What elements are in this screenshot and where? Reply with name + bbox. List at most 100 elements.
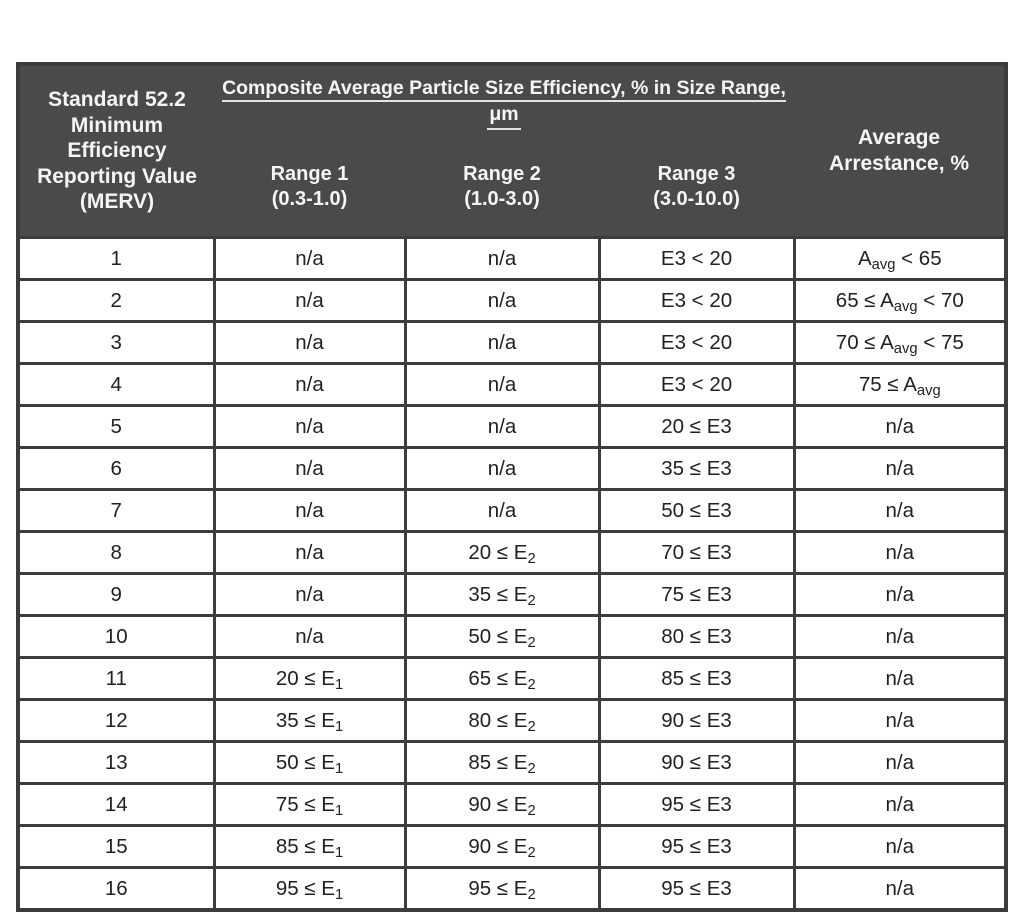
cell-range3: E3 < 20 <box>597 236 796 281</box>
cell-range1: 75 ≤ E1 <box>212 782 407 827</box>
cell-range3: 70 ≤ E3 <box>597 530 796 575</box>
cell-range2: n/a <box>403 320 601 365</box>
cell-range1: n/a <box>212 236 407 281</box>
cell-arrestance: n/a <box>792 572 1008 617</box>
cell-arrestance: n/a <box>792 656 1008 701</box>
table-body: 1 n/a n/a E3 < 20 Aavg < 65 2 n/a n/a E3 < 20 65 … <box>16 236 1008 912</box>
cell-range1: 95 ≤ E1 <box>212 866 407 912</box>
table-row: 11 20 ≤ E1 65 ≤ E2 85 ≤ E3 n/a <box>16 656 1008 701</box>
table-row: 8 n/a 20 ≤ E2 70 ≤ E3 n/a <box>16 530 1008 575</box>
cell-range2: 35 ≤ E2 <box>403 572 601 617</box>
cell-range2: 85 ≤ E2 <box>403 740 601 785</box>
cell-arrestance: n/a <box>792 446 1008 491</box>
cell-arrestance: n/a <box>792 698 1008 743</box>
cell-arrestance: n/a <box>792 614 1008 659</box>
header-composite: Composite Average Particle Size Efficien… <box>214 64 795 147</box>
cell-arrestance: 75 ≤ Aavg <box>792 362 1008 407</box>
cell-range2: n/a <box>403 278 601 323</box>
cell-range1: n/a <box>212 446 407 491</box>
table-row: 15 85 ≤ E1 90 ≤ E2 95 ≤ E3 n/a <box>16 824 1008 869</box>
cell-range3: E3 < 20 <box>597 278 796 323</box>
table-row: 7 n/a n/a 50 ≤ E3 n/a <box>16 488 1008 533</box>
cell-range3: 20 ≤ E3 <box>597 404 796 449</box>
cell-range3: 80 ≤ E3 <box>597 614 796 659</box>
cell-range2: n/a <box>403 404 601 449</box>
cell-range2: 80 ≤ E2 <box>403 698 601 743</box>
cell-range3: E3 < 20 <box>597 320 796 365</box>
cell-arrestance: n/a <box>792 782 1008 827</box>
cell-arrestance: n/a <box>792 824 1008 869</box>
table-row: 12 35 ≤ E1 80 ≤ E2 90 ≤ E3 n/a <box>16 698 1008 743</box>
table-row: 13 50 ≤ E1 85 ≤ E2 90 ≤ E3 n/a <box>16 740 1008 785</box>
table-row: 10 n/a 50 ≤ E2 80 ≤ E3 n/a <box>16 614 1008 659</box>
cell-range2: 95 ≤ E2 <box>403 866 601 912</box>
header-row-top: Standard 52.2 Minimum Efficiency Reporti… <box>18 64 1007 238</box>
cell-merv: 9 <box>16 572 216 617</box>
cell-range1: 50 ≤ E1 <box>212 740 407 785</box>
cell-merv: 11 <box>16 656 216 701</box>
cell-range3: 75 ≤ E3 <box>597 572 796 617</box>
cell-range2: 20 ≤ E2 <box>403 530 601 575</box>
cell-merv: 6 <box>16 446 216 491</box>
merv-rating-table: Standard 52.2 Minimum Efficiency Reporti… <box>16 62 1009 912</box>
cell-range3: 90 ≤ E3 <box>597 740 796 785</box>
cell-range2: n/a <box>403 446 601 491</box>
table-row: 9 n/a 35 ≤ E2 75 ≤ E3 n/a <box>16 572 1008 617</box>
header-composite-unit: μm <box>487 101 521 130</box>
cell-range3: E3 < 20 <box>597 362 796 407</box>
table-header: Standard 52.2 Minimum Efficiency Reporti… <box>18 64 1007 238</box>
table-row: 5 n/a n/a 20 ≤ E3 n/a <box>16 404 1008 449</box>
cell-merv: 2 <box>16 278 216 323</box>
cell-range2: n/a <box>403 488 601 533</box>
table-row: 1 n/a n/a E3 < 20 Aavg < 65 <box>16 236 1008 281</box>
cell-range2: n/a <box>403 362 601 407</box>
cell-arrestance: 70 ≤ Aavg < 75 <box>792 320 1008 365</box>
cell-merv: 8 <box>16 530 216 575</box>
header-row-ranges: Range 1 (0.3-1.0) Range 2 (1.0-3.0) Rang… <box>18 147 1006 238</box>
table-row: 3 n/a n/a E3 < 20 70 ≤ Aavg < 75 <box>16 320 1008 365</box>
cell-merv: 16 <box>16 866 216 912</box>
cell-range3: 85 ≤ E3 <box>597 656 796 701</box>
cell-range1: 35 ≤ E1 <box>212 698 407 743</box>
header-arrestance: Average Arrestance, % <box>794 64 1007 238</box>
cell-range1: n/a <box>212 614 407 659</box>
header-merv: Standard 52.2 Minimum Efficiency Reporti… <box>18 64 214 238</box>
header-composite-line1: Composite Average Particle Size Efficien… <box>222 77 786 102</box>
cell-arrestance: n/a <box>792 488 1008 533</box>
merv-table-figure: Standard 52.2 Minimum Efficiency Reporti… <box>16 62 1009 912</box>
cell-range3: 95 ≤ E3 <box>597 866 796 912</box>
cell-range1: n/a <box>212 362 407 407</box>
cell-range3: 95 ≤ E3 <box>597 824 796 869</box>
cell-merv: 3 <box>16 320 216 365</box>
cell-merv: 7 <box>16 488 216 533</box>
cell-range2: 50 ≤ E2 <box>403 614 601 659</box>
cell-range2: n/a <box>403 236 601 281</box>
header-range-2: Range 2 (1.0-3.0) <box>405 147 599 238</box>
cell-merv: 5 <box>16 404 216 449</box>
cell-range3: 35 ≤ E3 <box>597 446 796 491</box>
table-row: 2 n/a n/a E3 < 20 65 ≤ Aavg < 70 <box>16 278 1008 323</box>
cell-range3: 90 ≤ E3 <box>597 698 796 743</box>
cell-merv: 10 <box>16 614 216 659</box>
cell-merv: 4 <box>16 362 216 407</box>
cell-range1: n/a <box>212 530 407 575</box>
cell-range3: 95 ≤ E3 <box>597 782 796 827</box>
cell-merv: 13 <box>16 740 216 785</box>
cell-arrestance: 65 ≤ Aavg < 70 <box>792 278 1008 323</box>
cell-range1: n/a <box>212 572 407 617</box>
cell-arrestance: n/a <box>792 530 1008 575</box>
table-row: 4 n/a n/a E3 < 20 75 ≤ Aavg <box>16 362 1008 407</box>
cell-merv: 14 <box>16 782 216 827</box>
cell-range1: 20 ≤ E1 <box>212 656 407 701</box>
table-row: 16 95 ≤ E1 95 ≤ E2 95 ≤ E3 n/a <box>16 866 1008 912</box>
cell-range2: 90 ≤ E2 <box>403 782 601 827</box>
cell-merv: 1 <box>16 236 216 281</box>
table-row: 6 n/a n/a 35 ≤ E3 n/a <box>16 446 1008 491</box>
cell-merv: 12 <box>16 698 216 743</box>
cell-range2: 65 ≤ E2 <box>403 656 601 701</box>
cell-range1: n/a <box>212 320 407 365</box>
cell-range1: n/a <box>212 404 407 449</box>
cell-arrestance: Aavg < 65 <box>792 236 1008 281</box>
cell-merv: 15 <box>16 824 216 869</box>
cell-range3: 50 ≤ E3 <box>597 488 796 533</box>
